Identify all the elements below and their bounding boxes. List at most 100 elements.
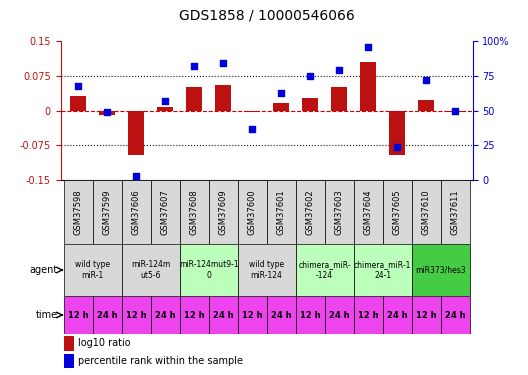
Text: 12 h: 12 h [242,310,262,320]
Text: miR-124mut9-1
0: miR-124mut9-1 0 [179,260,239,280]
Text: GSM37607: GSM37607 [161,189,169,235]
Text: agent: agent [30,265,58,275]
Bar [238,296,267,334]
Text: GSM37599: GSM37599 [102,189,111,235]
Text: GSM37598: GSM37598 [73,189,82,235]
Bar [157,107,173,111]
Bar [296,244,354,296]
Bar [186,87,202,111]
Bar [447,111,463,112]
Bar [238,244,296,296]
Bar [70,96,86,111]
Bar [238,180,267,244]
Text: miR373/hes3: miR373/hes3 [416,266,466,274]
Bar [121,180,150,244]
Bar [63,244,121,296]
Bar [441,180,470,244]
Bar [296,296,325,334]
Point [219,60,228,66]
Bar [244,111,260,112]
Text: 12 h: 12 h [416,310,437,320]
Text: GSM37602: GSM37602 [306,189,315,235]
Text: chimera_miR-1
24-1: chimera_miR-1 24-1 [354,260,411,280]
Text: GSM37600: GSM37600 [248,189,257,235]
Point [190,63,199,69]
Text: 12 h: 12 h [300,310,320,320]
Text: GSM37603: GSM37603 [335,189,344,235]
Text: 12 h: 12 h [126,310,146,320]
Bar [412,296,441,334]
Bar [383,296,412,334]
Bar [92,296,121,334]
Bar [412,180,441,244]
Text: 12 h: 12 h [68,310,88,320]
Point [393,144,401,150]
Bar [331,87,347,111]
Bar [354,296,383,334]
Bar [302,98,318,111]
Text: GSM37604: GSM37604 [364,189,373,235]
Text: wild type
miR-1: wild type miR-1 [75,260,110,280]
Bar [389,111,405,154]
Bar [128,111,144,154]
Point [451,108,459,114]
Bar [418,100,434,111]
Point [422,77,430,83]
Bar [383,180,412,244]
Text: GSM37608: GSM37608 [190,189,199,235]
Text: 24 h: 24 h [155,310,175,320]
Bar [99,111,115,115]
Bar [360,62,376,111]
Text: 24 h: 24 h [271,310,291,320]
Text: wild type
miR-124: wild type miR-124 [249,260,284,280]
Bar [209,296,238,334]
Point [306,73,314,79]
Bar [63,296,92,334]
Bar [64,336,74,351]
Text: GDS1858 / 10000546066: GDS1858 / 10000546066 [179,9,354,22]
Bar [412,244,470,296]
Point [132,173,140,179]
Bar [325,296,354,334]
Point [335,68,343,74]
Point [248,126,257,132]
Bar [354,180,383,244]
Bar [267,296,296,334]
Bar [180,296,209,334]
Bar [180,180,209,244]
Point [277,90,285,96]
Text: GSM37611: GSM37611 [451,189,460,235]
Text: GSM37606: GSM37606 [131,189,140,235]
Bar [209,180,238,244]
Text: log10 ratio: log10 ratio [78,339,130,348]
Text: 24 h: 24 h [329,310,350,320]
Point [364,44,372,50]
Bar [64,354,74,368]
Text: 24 h: 24 h [387,310,408,320]
Bar [63,180,92,244]
Text: 24 h: 24 h [97,310,117,320]
Point [74,82,82,88]
Bar [267,180,296,244]
Bar [121,244,180,296]
Text: chimera_miR-
-124: chimera_miR- -124 [298,260,351,280]
Text: 24 h: 24 h [445,310,466,320]
Bar [150,296,180,334]
Bar [215,85,231,111]
Bar [121,296,150,334]
Bar [150,180,180,244]
Text: GSM37601: GSM37601 [277,189,286,235]
Text: GSM37609: GSM37609 [219,189,228,235]
Point [103,109,111,115]
Bar [92,180,121,244]
Bar [296,180,325,244]
Bar [354,244,412,296]
Text: 12 h: 12 h [184,310,204,320]
Text: 24 h: 24 h [213,310,233,320]
Text: time: time [36,310,58,320]
Text: miR-124m
ut5-6: miR-124m ut5-6 [131,260,170,280]
Text: percentile rank within the sample: percentile rank within the sample [78,356,243,366]
Point [161,98,169,104]
Bar [441,296,470,334]
Bar [273,103,289,111]
